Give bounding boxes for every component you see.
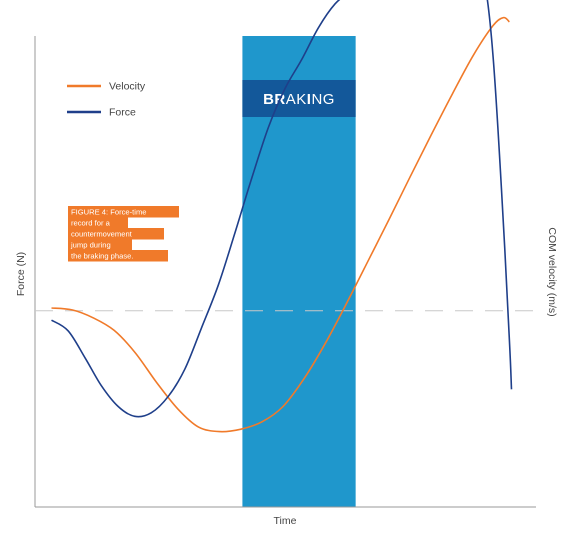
legend-label-velocity: Velocity [109,81,146,93]
braking-label-box [242,80,356,117]
caption-line-bg [68,206,179,218]
legend-label-force: Force [109,107,136,119]
braking-label-part: I [307,91,312,108]
caption-line-bg [68,228,164,240]
caption-line: countermovement [71,229,133,238]
y-axis-label-left: Force (N) [15,252,27,296]
caption-line-bg [68,250,168,262]
legend: Velocity Force [67,81,146,119]
series-line-force [51,0,513,418]
braking-label: BRAKING [263,91,335,108]
caption-line-bg [68,217,128,229]
caption-line: record for a [71,218,111,227]
caption-line: FIGURE 4: Force-time [71,207,147,216]
caption-line: the braking phase. [71,251,133,260]
figure-caption: FIGURE 4: Force-time record for a counterm… [68,206,179,262]
braking-label-part: AK [286,91,307,108]
y-axis-label-right: COM velocity (m/s) [546,227,558,316]
x-axis-label: Time [274,515,297,527]
braking-label-part: BR [263,91,286,108]
series-line-velocity [51,16,510,433]
braking-label-part: NG [311,91,335,108]
caption-line: jump during [70,240,111,249]
caption-line-bg [68,239,132,251]
